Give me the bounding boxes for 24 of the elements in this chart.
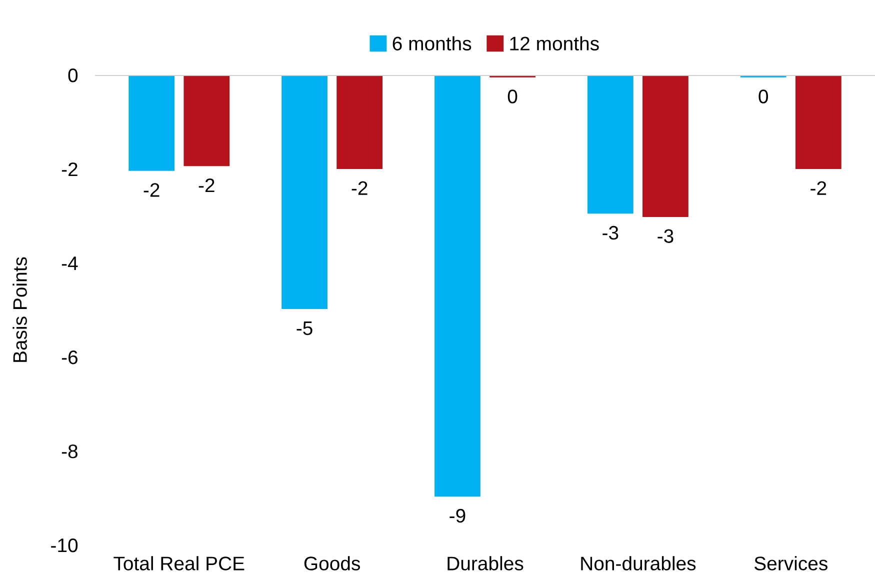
y-tick-label: -6: [62, 350, 78, 364]
data-label: -2: [144, 183, 160, 197]
x-tick-label: Goods: [304, 556, 360, 570]
x-tick-label: Services: [754, 556, 828, 570]
legend-label: 12 months: [510, 36, 599, 50]
data-label: -2: [810, 181, 826, 195]
y-axis-title: Basis Points: [12, 257, 27, 362]
y-tick-label: -2: [62, 162, 78, 176]
x-tick-label: Non-durables: [581, 556, 696, 570]
data-label: -5: [296, 322, 312, 336]
data-label: -3: [602, 226, 618, 240]
data-label: -3: [658, 229, 674, 243]
y-tick-label: -4: [62, 256, 78, 270]
x-tick-label: Total Real PCE: [114, 556, 244, 570]
data-label: 0: [508, 90, 518, 104]
y-tick-label: 0: [68, 68, 78, 82]
data-label: -2: [198, 178, 214, 192]
legend-label: 6 months: [392, 36, 472, 50]
y-tick-label: -10: [51, 538, 78, 552]
data-label: 0: [758, 90, 768, 104]
data-label: -2: [352, 181, 368, 195]
x-tick-label: Durables: [448, 556, 524, 570]
y-tick-label: -8: [62, 444, 78, 458]
data-label: -9: [450, 508, 466, 523]
